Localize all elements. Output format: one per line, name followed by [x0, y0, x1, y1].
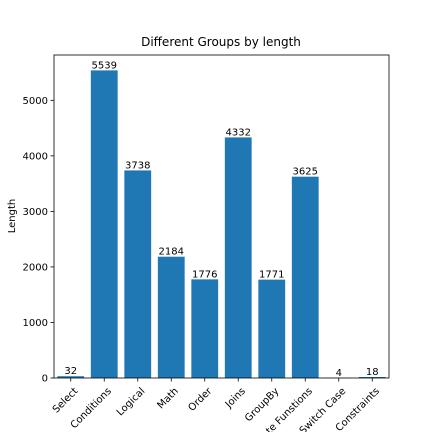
- chart-title: Different Groups by length: [141, 35, 301, 49]
- bar-5: [225, 137, 252, 378]
- bar-6: [258, 280, 285, 378]
- bar-value-label-0: 32: [64, 366, 77, 377]
- bar-value-label-8: 4: [336, 368, 342, 379]
- y-axis-label: Length: [7, 199, 18, 234]
- bar-7: [292, 177, 319, 378]
- bar-value-label-1: 5539: [92, 60, 117, 71]
- bar-value-label-5: 4332: [226, 127, 251, 138]
- bar-value-label-4: 1776: [192, 269, 217, 280]
- bar-value-label-2: 3738: [125, 160, 150, 171]
- y-tick-label-3: 3000: [23, 207, 48, 218]
- bar-4: [191, 279, 218, 378]
- y-tick-label-4: 4000: [23, 151, 48, 162]
- bar-3: [158, 257, 185, 378]
- bar-value-label-7: 3625: [293, 167, 318, 178]
- bar-2: [124, 170, 151, 378]
- bar-value-label-9: 18: [366, 367, 379, 378]
- y-tick-label-5: 5000: [23, 96, 48, 107]
- y-tick-label-2: 2000: [23, 262, 48, 273]
- bar-1: [91, 70, 118, 378]
- bar-value-label-3: 2184: [159, 247, 184, 258]
- y-tick-label-1: 1000: [23, 318, 48, 329]
- y-tick-label-0: 0: [42, 374, 48, 385]
- bar-value-label-6: 1771: [259, 270, 284, 281]
